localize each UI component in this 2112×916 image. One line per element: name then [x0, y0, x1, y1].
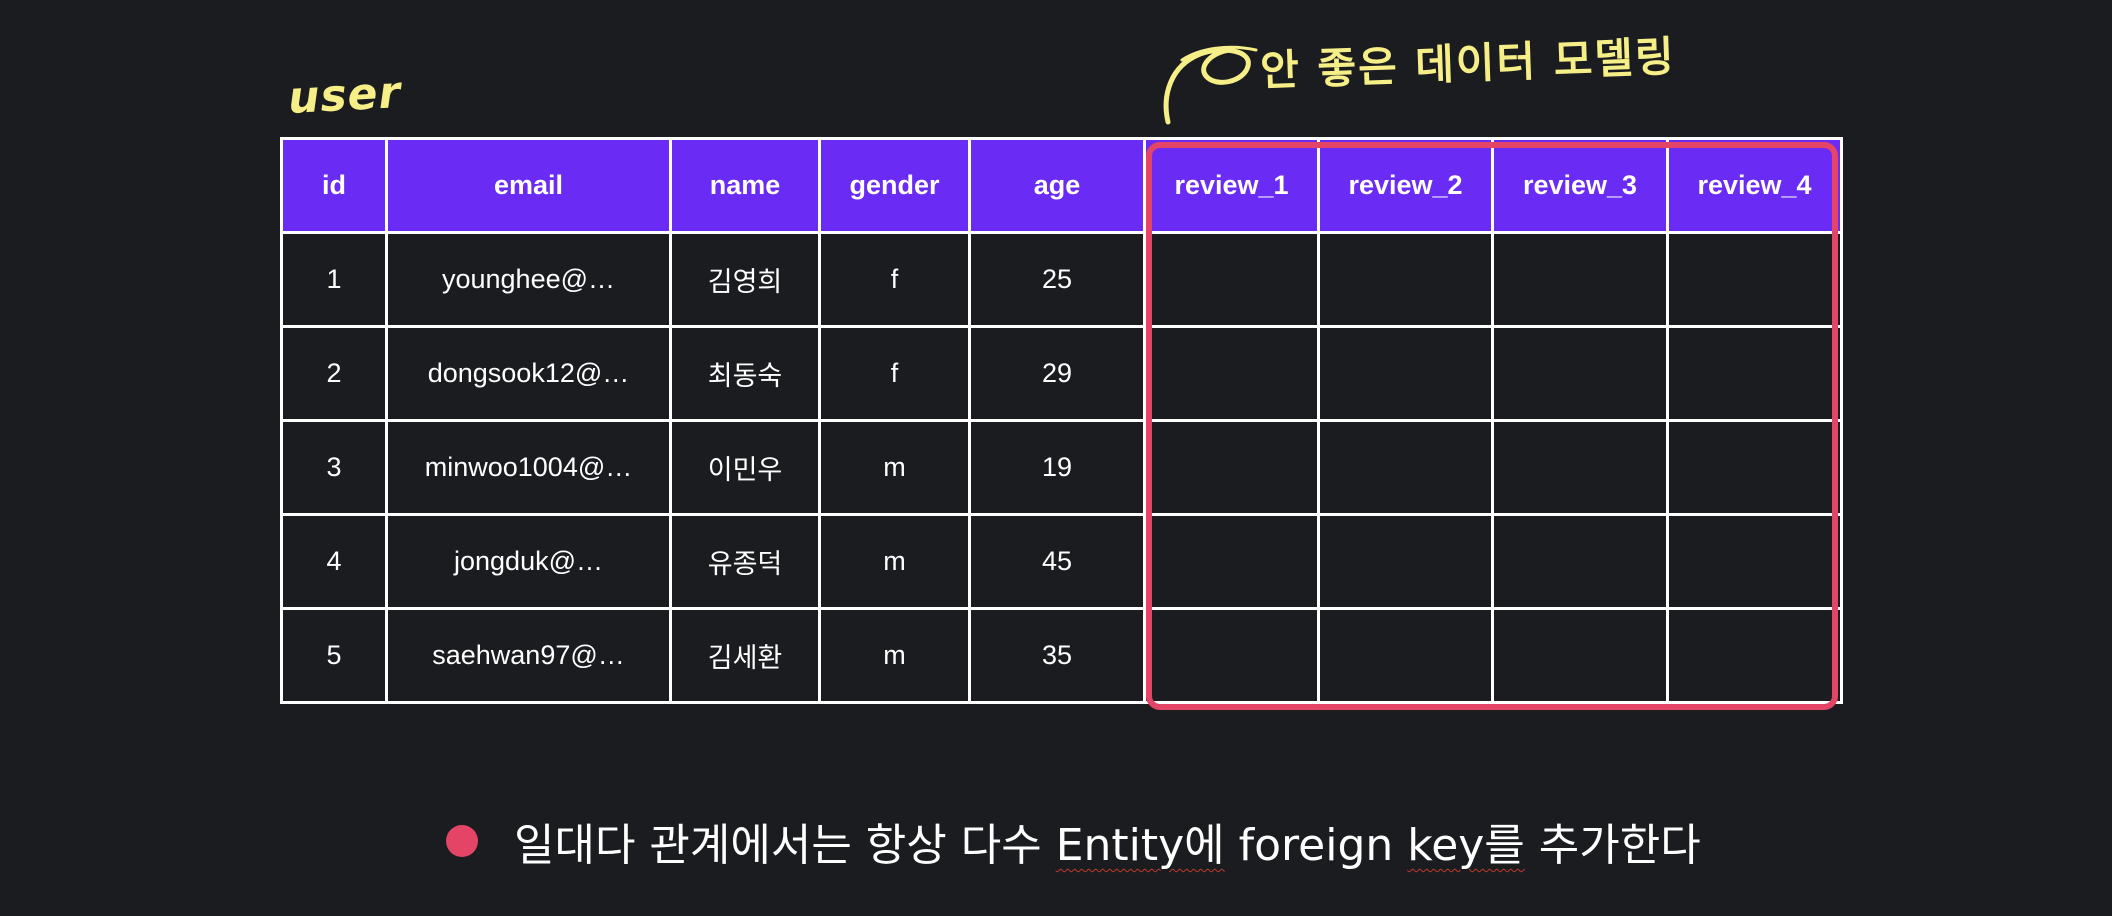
cell-review-1 [1143, 231, 1320, 328]
table-row: 1 younghee@… 김영희 f 25 [280, 231, 1843, 328]
cell-review-2 [1317, 513, 1494, 610]
bullet-point: 일대다 관계에서는 항상 다수 Entity에 foreign key를 추가한… [446, 808, 1701, 874]
cell-email: younghee@… [385, 231, 672, 328]
cell-email: jongduk@… [385, 513, 672, 610]
bullet-text-part: 일대다 관계에서는 항상 다수 [514, 820, 1056, 871]
cell-gender: m [818, 419, 971, 516]
column-header-id: id [280, 137, 388, 234]
cell-review-1 [1143, 419, 1320, 516]
cell-review-4 [1666, 325, 1843, 422]
column-header-name: name [669, 137, 821, 234]
cell-age: 25 [968, 231, 1146, 328]
column-header-review-1: review_1 [1143, 137, 1320, 234]
cell-email: saehwan97@… [385, 607, 672, 704]
column-header-age: age [968, 137, 1146, 234]
cell-name: 김세환 [669, 607, 821, 704]
bullet-text: 일대다 관계에서는 항상 다수 Entity에 foreign key를 추가한… [514, 809, 1701, 873]
cell-name: 최동숙 [669, 325, 821, 422]
cell-review-2 [1317, 607, 1494, 704]
cell-age: 19 [968, 419, 1146, 516]
cell-id: 2 [280, 325, 388, 422]
cell-review-3 [1491, 607, 1669, 704]
cell-age: 35 [968, 607, 1146, 704]
cell-name: 이민우 [669, 419, 821, 516]
cell-gender: m [818, 607, 971, 704]
user-table: id email name gender age review_1 review… [280, 137, 1843, 704]
cell-id: 4 [280, 513, 388, 610]
column-header-review-3: review_3 [1491, 137, 1669, 234]
column-header-review-4: review_4 [1666, 137, 1843, 234]
cell-name: 김영희 [669, 231, 821, 328]
table-row: 2 dongsook12@… 최동숙 f 29 [280, 325, 1843, 422]
column-header-email: email [385, 137, 672, 234]
cell-review-4 [1666, 419, 1843, 516]
cell-name: 유종덕 [669, 513, 821, 610]
bullet-dot-icon [446, 825, 478, 857]
cell-review-4 [1666, 231, 1843, 328]
cell-id: 3 [280, 419, 388, 516]
cell-review-1 [1143, 513, 1320, 610]
cell-id: 1 [280, 231, 388, 328]
bullet-text-key: key를 [1407, 820, 1525, 871]
cell-review-1 [1143, 607, 1320, 704]
cell-review-2 [1317, 325, 1494, 422]
column-header-gender: gender [818, 137, 971, 234]
cell-gender: f [818, 231, 971, 328]
cell-review-4 [1666, 513, 1843, 610]
table-row: 4 jongduk@… 유종덕 m 45 [280, 513, 1843, 610]
cell-review-3 [1491, 231, 1669, 328]
annotation-text: 안 좋은 데이터 모델링 [1259, 31, 1677, 96]
cell-email: minwoo1004@… [385, 419, 672, 516]
cell-review-4 [1666, 607, 1843, 704]
cell-id: 5 [280, 607, 388, 704]
cell-gender: f [818, 325, 971, 422]
cell-age: 29 [968, 325, 1146, 422]
bullet-text-part: 추가한다 [1524, 820, 1701, 871]
table-row: 5 saehwan97@… 김세환 m 35 [280, 607, 1843, 704]
cell-gender: m [818, 513, 971, 610]
bullet-text-entity: Entity에 [1055, 820, 1225, 871]
cell-review-2 [1317, 231, 1494, 328]
column-header-review-2: review_2 [1317, 137, 1494, 234]
bullet-text-part: foreign [1224, 820, 1408, 871]
cell-email: dongsook12@… [385, 325, 672, 422]
cell-review-1 [1143, 325, 1320, 422]
cell-age: 45 [968, 513, 1146, 610]
cell-review-3 [1491, 325, 1669, 422]
table-caption: user [286, 67, 403, 124]
cell-review-3 [1491, 513, 1669, 610]
table-row: 3 minwoo1004@… 이민우 m 19 [280, 419, 1843, 516]
swirl-icon [1163, 45, 1258, 125]
cell-review-3 [1491, 419, 1669, 516]
table-header-row: id email name gender age review_1 review… [280, 137, 1843, 234]
annotation: 안 좋은 데이터 모델링 [1160, 28, 1676, 128]
cell-review-2 [1317, 419, 1494, 516]
